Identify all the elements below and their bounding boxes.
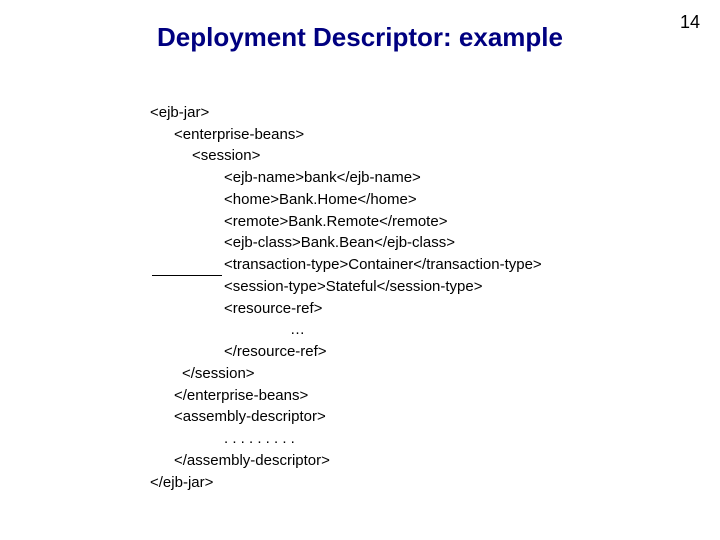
- code-line: <ejb-class>Bank.Bean</ejb-class>: [150, 234, 455, 251]
- code-line: <enterprise-beans>: [150, 126, 304, 143]
- code-line: <ejb-name>bank</ejb-name>: [150, 169, 421, 186]
- code-line: </ejb-jar>: [150, 474, 213, 491]
- code-line: </assembly-descriptor>: [150, 452, 330, 469]
- code-line: …: [150, 321, 305, 338]
- code-line: <home>Bank.Home</home>: [150, 191, 417, 208]
- code-line: <session-type>Stateful</session-type>: [150, 278, 483, 295]
- code-line: </enterprise-beans>: [150, 387, 308, 404]
- slide-title: Deployment Descriptor: example: [0, 22, 720, 53]
- code-line: . . . . . . . . .: [150, 430, 295, 447]
- code-line: <ejb-jar>: [150, 104, 209, 121]
- code-line: <transaction-type>Container</transaction…: [150, 256, 542, 273]
- code-line: </session>: [150, 365, 255, 382]
- code-line: <remote>Bank.Remote</remote>: [150, 213, 447, 230]
- code-line: <assembly-descriptor>: [150, 408, 326, 425]
- slide: 14 Deployment Descriptor: example <ejb-j…: [0, 0, 720, 540]
- code-block: <ejb-jar> <enterprise-beans> <session> <…: [150, 80, 542, 515]
- code-line: </resource-ref>: [150, 343, 327, 360]
- code-line: <session>: [150, 147, 260, 164]
- code-line: <resource-ref>: [150, 300, 322, 317]
